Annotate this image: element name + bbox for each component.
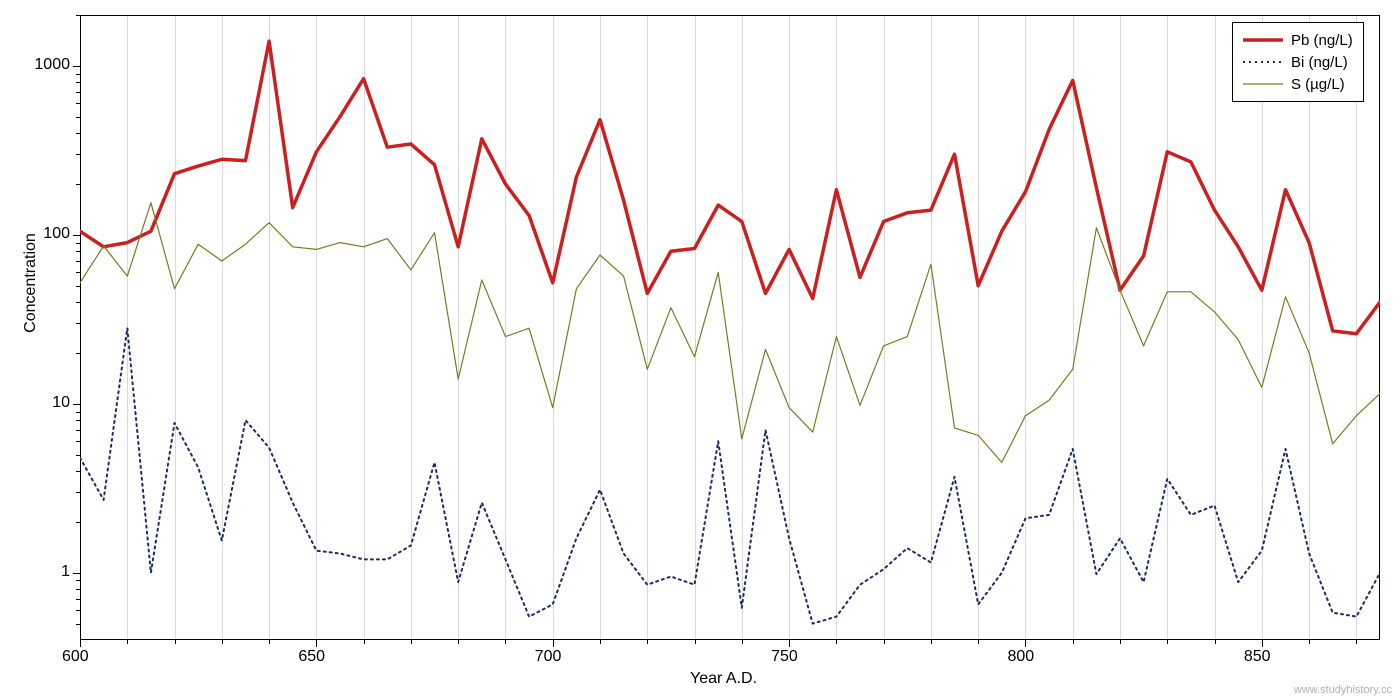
y-tick-mark (73, 235, 80, 236)
y-minor-tick-mark (76, 272, 80, 273)
legend-label: Bi (ng/L) (1291, 54, 1348, 71)
y-minor-tick-mark (76, 251, 80, 252)
x-minor-tick-mark (1120, 640, 1121, 644)
legend-label: Pb (ng/L) (1291, 32, 1353, 49)
x-minor-tick-mark (222, 640, 223, 644)
x-tick-mark (80, 640, 81, 647)
x-tick-mark (553, 640, 554, 647)
y-minor-tick-mark (76, 74, 80, 75)
x-tick-label: 700 (535, 648, 562, 666)
x-minor-tick-mark (1215, 640, 1216, 644)
y-tick-mark (73, 573, 80, 574)
y-axis-title: Concentration (22, 183, 40, 383)
y-minor-tick-mark (76, 353, 80, 354)
x-tick-mark (1262, 640, 1263, 647)
y-tick-mark (73, 404, 80, 405)
y-minor-tick-mark (76, 492, 80, 493)
y-minor-tick-mark (76, 243, 80, 244)
y-minor-tick-mark (76, 580, 80, 581)
x-minor-tick-mark (364, 640, 365, 644)
chart-container: Concentration Year A.D. Pb (ng/L) Bi (ng/… (0, 0, 1400, 700)
y-tick-label: 100 (43, 225, 70, 243)
x-minor-tick-mark (695, 640, 696, 644)
y-minor-tick-mark (76, 103, 80, 104)
y-minor-tick-mark (76, 82, 80, 83)
y-minor-tick-mark (76, 117, 80, 118)
y-minor-tick-mark (76, 15, 80, 16)
y-minor-tick-mark (76, 471, 80, 472)
y-minor-tick-mark (76, 624, 80, 625)
legend-swatch (1243, 31, 1283, 49)
x-axis-title: Year A.D. (690, 670, 757, 688)
legend-label: S (µg/L) (1291, 76, 1345, 93)
x-minor-tick-mark (458, 640, 459, 644)
y-minor-tick-mark (76, 154, 80, 155)
y-minor-tick-mark (76, 589, 80, 590)
x-tick-label: 600 (62, 648, 89, 666)
y-minor-tick-mark (76, 261, 80, 262)
y-minor-tick-mark (76, 455, 80, 456)
x-minor-tick-mark (600, 640, 601, 644)
x-minor-tick-mark (647, 640, 648, 644)
x-minor-tick-mark (1309, 640, 1310, 644)
y-minor-tick-mark (76, 522, 80, 523)
x-minor-tick-mark (269, 640, 270, 644)
x-minor-tick-mark (1073, 640, 1074, 644)
x-minor-tick-mark (1167, 640, 1168, 644)
y-minor-tick-mark (76, 323, 80, 324)
legend-row: Bi (ng/L) (1243, 51, 1353, 73)
y-minor-tick-mark (76, 412, 80, 413)
watermark-text: www.studyhistory.cc (1294, 684, 1392, 696)
y-minor-tick-mark (76, 133, 80, 134)
x-tick-label: 800 (1007, 648, 1034, 666)
x-tick-label: 850 (1244, 648, 1271, 666)
x-tick-mark (789, 640, 790, 647)
y-minor-tick-mark (76, 610, 80, 611)
y-minor-tick-mark (76, 286, 80, 287)
y-minor-tick-mark (76, 599, 80, 600)
x-minor-tick-mark (175, 640, 176, 644)
legend: Pb (ng/L) Bi (ng/L) S (µg/L) (1232, 22, 1364, 102)
x-minor-tick-mark (742, 640, 743, 644)
x-tick-mark (316, 640, 317, 647)
y-tick-label: 1000 (34, 56, 70, 74)
x-minor-tick-mark (836, 640, 837, 644)
legend-row: S (µg/L) (1243, 73, 1353, 95)
x-minor-tick-mark (127, 640, 128, 644)
x-minor-tick-mark (884, 640, 885, 644)
y-tick-label: 1 (61, 563, 70, 581)
y-minor-tick-mark (76, 441, 80, 442)
x-minor-tick-mark (931, 640, 932, 644)
y-minor-tick-mark (76, 92, 80, 93)
x-minor-tick-mark (1356, 640, 1357, 644)
legend-row: Pb (ng/L) (1243, 29, 1353, 51)
x-minor-tick-mark (978, 640, 979, 644)
y-tick-label: 10 (52, 394, 70, 412)
y-minor-tick-mark (76, 184, 80, 185)
legend-swatch (1243, 75, 1283, 93)
plot-area (80, 15, 1380, 640)
legend-swatch (1243, 53, 1283, 71)
x-minor-tick-mark (411, 640, 412, 644)
x-minor-tick-mark (505, 640, 506, 644)
y-tick-mark (73, 66, 80, 67)
x-tick-label: 750 (771, 648, 798, 666)
x-tick-label: 650 (298, 648, 325, 666)
y-minor-tick-mark (76, 430, 80, 431)
y-minor-tick-mark (76, 420, 80, 421)
y-minor-tick-mark (76, 302, 80, 303)
x-tick-mark (1025, 640, 1026, 647)
